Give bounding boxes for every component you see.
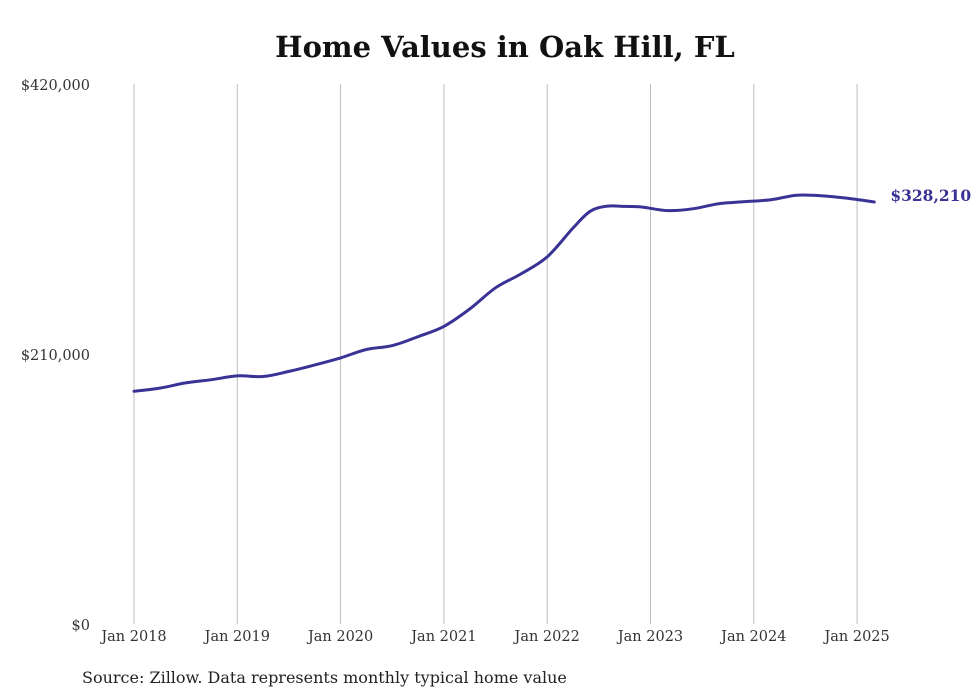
end-value-label: $328,210 — [890, 186, 971, 205]
x-axis: Jan 2018 Jan 2019 Jan 2020 Jan 2021 Jan 2022… — [99, 629, 889, 645]
y-axis: $0 $210,000 $420,000 — [21, 78, 90, 634]
x-tick-label: Jan 2024 — [719, 629, 786, 645]
source-note: Source: Zillow. Data represents monthly … — [82, 668, 567, 687]
x-tick-label: Jan 2022 — [513, 629, 580, 645]
chart-title: Home Values in Oak Hill, FL — [275, 30, 735, 64]
y-tick-label: $210,000 — [21, 348, 90, 364]
series-line-0 — [132, 193, 876, 393]
x-tick-label: Jan 2018 — [99, 629, 166, 645]
series-layer: $328,210 — [132, 186, 971, 393]
x-tick-label: Jan 2023 — [616, 629, 683, 645]
x-tick-label: Jan 2020 — [306, 629, 373, 645]
y-tick-label: $0 — [72, 618, 90, 634]
gridlines — [133, 84, 858, 624]
x-tick-label: Jan 2021 — [409, 629, 476, 645]
x-tick-label: Jan 2019 — [203, 629, 270, 645]
x-tick-label: Jan 2025 — [822, 629, 889, 645]
y-tick-label: $420,000 — [21, 78, 90, 94]
